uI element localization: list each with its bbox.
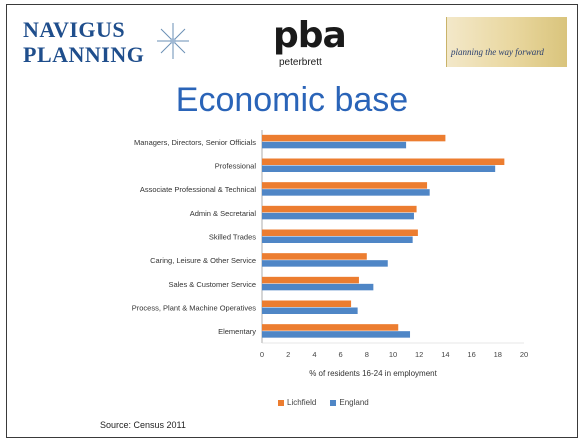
legend-swatch-lichfield [278, 399, 284, 406]
legend-label-lichfield: Lichfield [287, 398, 317, 407]
bar-england [262, 236, 413, 243]
x-tick-label: 2 [286, 350, 290, 359]
bar-lichfield [262, 276, 359, 284]
bar-england [262, 283, 374, 291]
bar-england [262, 141, 407, 149]
legend-item-lichfield: Lichfield [278, 398, 316, 407]
source-note: Source: Census 2011 [100, 420, 186, 430]
x-tick-label: 18 [494, 350, 502, 359]
category-label: Process, Plant & Machine Operatives [132, 304, 256, 313]
bar-lichfield [262, 300, 352, 307]
logo-left-line2: PLANNING [23, 42, 145, 67]
x-tick-label: 6 [339, 350, 343, 359]
compass-star-icon [157, 23, 189, 59]
x-tick-label: 16 [467, 350, 475, 359]
category-label: Admin & Secretarial [190, 209, 257, 218]
category-label: Managers, Directors, Senior Officials [134, 138, 256, 147]
x-axis-label: % of residents 16-24 in employment [309, 369, 437, 378]
bar-lichfield [262, 182, 428, 189]
bar-lichfield [262, 205, 417, 213]
category-label: Associate Professional & Technical [140, 185, 257, 194]
legend-label-england: England [339, 398, 369, 407]
category-label: Sales & Customer Service [168, 280, 256, 289]
slide: NAVIGUS PLANNING pba peterbrett planning… [6, 4, 578, 438]
pba-logo-mark: pba [273, 15, 347, 56]
legend-item-england: England [330, 398, 369, 407]
bar-lichfield [262, 253, 367, 260]
x-tick-label: 8 [365, 350, 369, 359]
banner-image: planning the way forward [446, 17, 567, 67]
x-tick-label: 10 [389, 350, 397, 359]
slide-title: Economic base [175, 81, 409, 119]
banner-tagline: planning the way forward [451, 47, 544, 57]
logo-left-line1: NAVIGUS [23, 17, 126, 42]
x-tick-label: 20 [520, 350, 528, 359]
bar-lichfield [262, 158, 505, 165]
category-label: Elementary [218, 327, 256, 336]
chart-legend: Lichfield England [278, 398, 369, 407]
x-tick-label: 12 [415, 350, 423, 359]
navigus-planning-logo: NAVIGUS PLANNING [23, 15, 193, 75]
x-tick-label: 14 [441, 350, 449, 359]
pba-logo: pba peterbrett [269, 15, 359, 71]
category-label: Caring, Leisure & Other Service [150, 256, 256, 265]
pba-logo-sub: peterbrett [279, 57, 322, 68]
bar-england [262, 212, 414, 220]
bar-england [262, 307, 358, 314]
bar-england [262, 189, 430, 196]
x-tick-label: 0 [260, 350, 264, 359]
category-label: Skilled Trades [209, 233, 256, 242]
legend-swatch-england [330, 399, 337, 406]
x-tick-label: 4 [312, 350, 316, 359]
bar-england [262, 165, 496, 172]
category-label: Professional [215, 162, 257, 171]
bar-england [262, 260, 388, 267]
bar-lichfield [262, 324, 399, 331]
bar-lichfield [262, 229, 418, 236]
bar-lichfield [262, 134, 446, 142]
bar-england [262, 331, 411, 338]
